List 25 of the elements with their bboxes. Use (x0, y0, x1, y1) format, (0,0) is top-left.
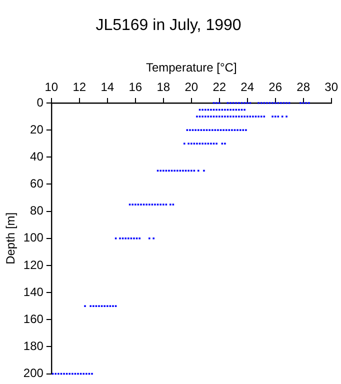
x-tick-label: 12 (72, 80, 86, 94)
x-tick-label: 16 (128, 80, 142, 94)
y-tick-label: 160 (23, 312, 44, 326)
y-axis-title: Depth [m] (4, 212, 18, 264)
y-tick-label: 140 (23, 284, 44, 299)
x-tick-label: 10 (44, 80, 58, 94)
y-tick-label: 200 (23, 366, 44, 380)
y-tick-label: 60 (30, 176, 44, 191)
x-tick-label: 22 (212, 80, 226, 94)
y-tick-label: 180 (23, 339, 44, 354)
y-tick-label: 0 (36, 95, 44, 110)
y-tick-label: 100 (23, 230, 44, 245)
x-tick-label: 28 (296, 80, 310, 94)
x-tick-label: 26 (268, 80, 282, 94)
y-tick-label: 40 (30, 149, 44, 164)
y-tick-label: 120 (23, 258, 44, 272)
chart-title: JL5169 in July, 1990 (96, 17, 242, 34)
y-tick-label: 80 (30, 204, 44, 218)
x-tick-label: 24 (240, 80, 254, 94)
x-tick-label: 20 (184, 80, 198, 94)
x-tick-label: 18 (156, 80, 170, 94)
x-axis-title: Temperature [°C] (146, 60, 237, 75)
x-tick-label: 30 (324, 80, 338, 94)
x-tick-label: 14 (100, 80, 114, 94)
y-tick-label: 20 (30, 122, 44, 136)
